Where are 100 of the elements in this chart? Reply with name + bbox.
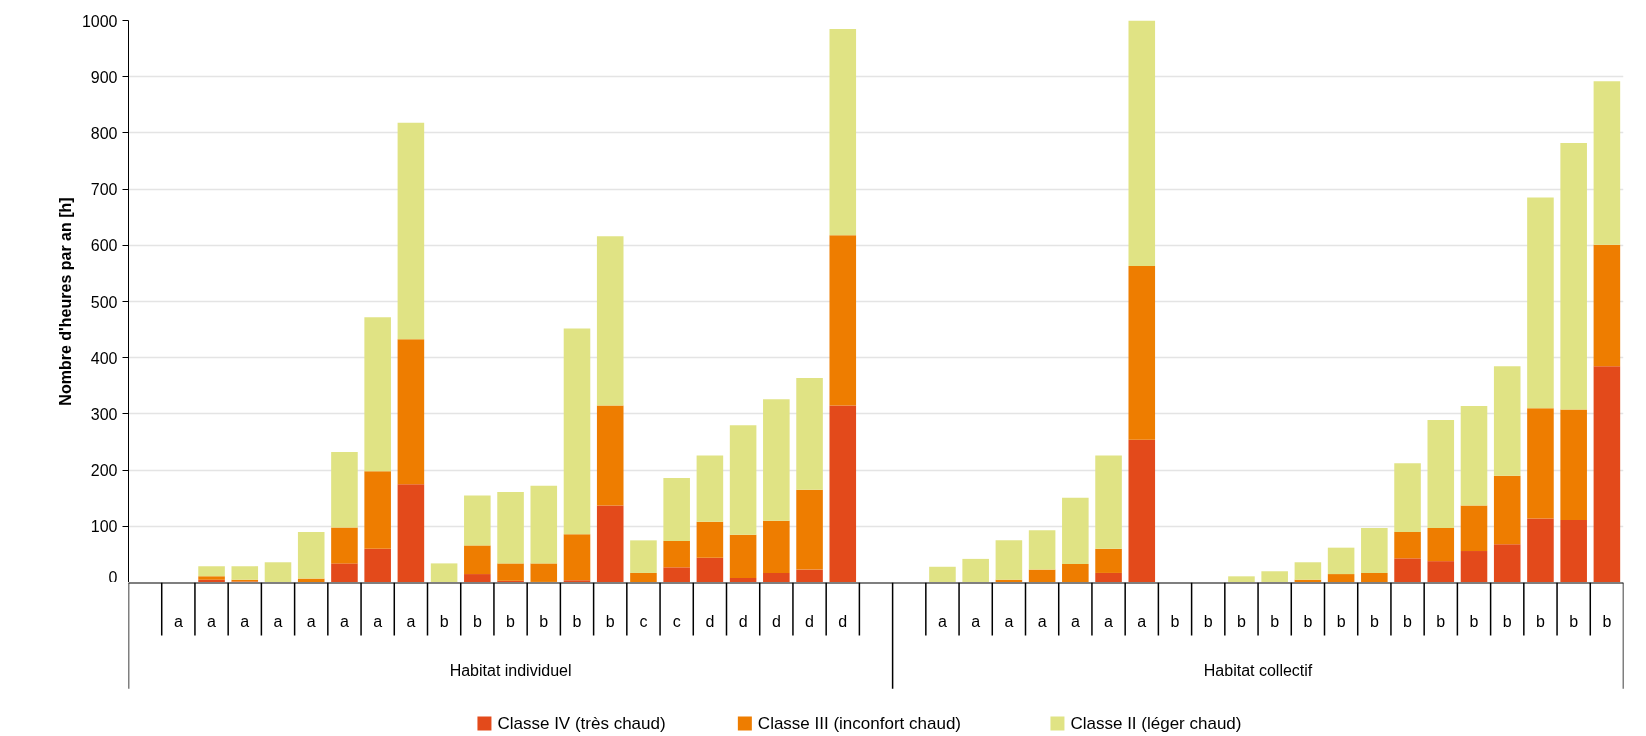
bar xyxy=(1427,561,1455,582)
bar xyxy=(1095,572,1122,582)
bar xyxy=(596,405,624,506)
bar xyxy=(464,495,491,546)
bar xyxy=(397,339,425,485)
bar xyxy=(364,317,391,472)
x-tick-label: a xyxy=(240,612,250,630)
bar xyxy=(796,377,823,490)
bar xyxy=(995,540,1023,580)
x-tick-label: a xyxy=(1004,612,1014,630)
bar xyxy=(397,122,425,340)
bar xyxy=(1327,574,1355,582)
y-tick-label: 300 xyxy=(90,405,118,423)
x-tick-label: b xyxy=(439,612,449,630)
y-tick-label: 700 xyxy=(90,181,118,199)
bar xyxy=(829,28,857,236)
bar xyxy=(1593,244,1621,367)
legend-label: Classe II (léger chaud) xyxy=(1070,713,1242,733)
bar xyxy=(530,563,558,582)
x-tick-label: b xyxy=(1436,612,1446,630)
bar xyxy=(464,545,491,575)
bar xyxy=(1294,562,1322,580)
x-tick-label: b xyxy=(1469,612,1479,630)
bar xyxy=(763,520,790,573)
bar xyxy=(1095,548,1122,573)
bar xyxy=(1593,81,1621,245)
bar xyxy=(1394,558,1421,582)
bar xyxy=(430,563,458,582)
bar xyxy=(696,521,724,558)
x-tick-label: d xyxy=(738,612,748,630)
x-tick-label: b xyxy=(1203,612,1213,630)
x-tick-label: d xyxy=(805,612,815,630)
x-tick-label: a xyxy=(306,612,316,630)
x-tick-label: b xyxy=(1369,612,1379,630)
x-tick-label: b xyxy=(1303,612,1313,630)
bar xyxy=(663,477,690,541)
bar xyxy=(763,572,790,582)
bar xyxy=(596,505,624,582)
x-tick-label: a xyxy=(273,612,283,630)
bar xyxy=(1128,20,1156,267)
bar xyxy=(1062,563,1089,582)
x-tick-label: a xyxy=(938,612,947,630)
bar xyxy=(1261,571,1288,582)
x-tick-label: b xyxy=(506,612,516,630)
bar xyxy=(929,566,956,582)
x-tick-label: c xyxy=(639,612,648,630)
y-tick-label: 1000 xyxy=(81,12,118,30)
legend-label: Classe IV (très chaud) xyxy=(497,713,666,733)
bar xyxy=(630,572,657,582)
bar xyxy=(1394,531,1421,559)
bar xyxy=(1327,547,1355,575)
bar xyxy=(1460,406,1488,506)
bar xyxy=(364,548,391,582)
x-tick-label: b xyxy=(1237,612,1246,630)
x-tick-label: c xyxy=(672,612,681,630)
y-tick-label: 400 xyxy=(90,349,118,367)
bar xyxy=(1460,505,1488,552)
bar xyxy=(829,405,857,582)
x-tick-label: b xyxy=(1336,612,1346,630)
bar xyxy=(796,489,823,570)
x-tick-label: a xyxy=(340,612,349,630)
y-tick-label: 900 xyxy=(90,68,118,86)
bar xyxy=(1560,143,1587,410)
x-tick-label: a xyxy=(1137,612,1147,630)
bar xyxy=(596,236,624,406)
bar xyxy=(497,563,524,581)
bar xyxy=(1394,463,1421,532)
bar xyxy=(763,399,790,521)
bar xyxy=(1228,576,1255,582)
bar xyxy=(297,531,325,579)
x-tick-label: b xyxy=(1602,612,1612,630)
x-tick-label: a xyxy=(406,612,416,630)
bar xyxy=(331,527,358,564)
x-tick-label: b xyxy=(1403,612,1413,630)
y-tick-label: 800 xyxy=(90,124,118,142)
text: Habitat individuel xyxy=(449,661,572,679)
x-tick-label: b xyxy=(1569,612,1579,630)
x-tick-label: d xyxy=(838,612,848,630)
bar xyxy=(231,566,259,580)
bar xyxy=(729,578,757,582)
bar xyxy=(397,484,425,582)
bar xyxy=(1128,266,1156,440)
x-tick-label: a xyxy=(173,612,183,630)
bar xyxy=(829,235,857,406)
bar xyxy=(1493,475,1521,545)
bar xyxy=(1427,420,1455,528)
bar xyxy=(696,557,724,582)
bar xyxy=(1560,409,1587,521)
y-tick-label: 600 xyxy=(90,237,118,255)
y-tick-label: 500 xyxy=(90,293,118,311)
x-tick-label: d xyxy=(705,612,715,630)
bar xyxy=(563,328,591,535)
bar xyxy=(1493,366,1521,476)
x-tick-label: a xyxy=(1037,612,1047,630)
x-tick-label: b xyxy=(605,612,615,630)
x-tick-label: b xyxy=(539,612,549,630)
y-tick-label: 200 xyxy=(90,462,118,480)
bar xyxy=(1427,527,1455,562)
y-tick-label: 0 xyxy=(108,568,118,586)
text: Habitat collectif xyxy=(1203,661,1313,679)
